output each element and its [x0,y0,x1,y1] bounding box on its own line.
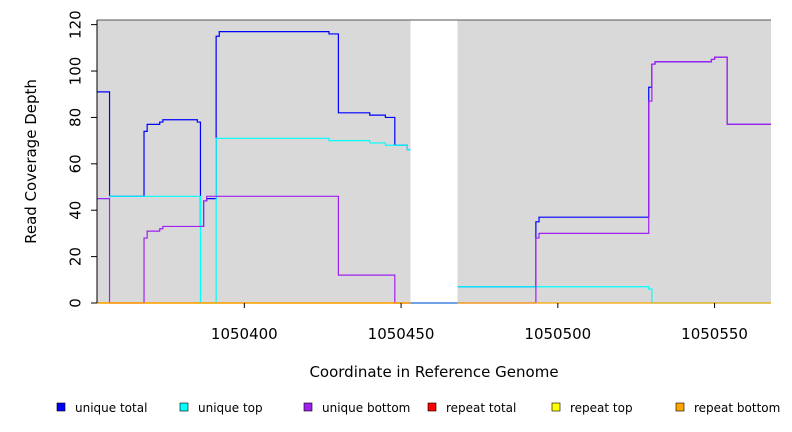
x-tick-label: 1050550 [681,325,748,343]
series-line-unique-bottom [457,56,771,304]
legend-label: repeat bottom [694,401,780,415]
legend: unique total unique top unique bottom repea… [56,401,780,415]
y-tick-label: 60 [66,154,84,173]
legend-label: unique bottom [322,401,410,415]
series-line-unique-bottom [97,195,411,304]
y-tick-label: 20 [66,247,84,266]
plot-background-panel [97,20,411,303]
legend-swatch [303,402,313,412]
legend-swatch [179,402,189,412]
legend-swatch [56,402,66,412]
legend-label: unique top [198,401,263,415]
y-tick-label: 80 [66,108,84,127]
x-tick-label: 1050500 [524,325,591,343]
series-line-unique-top [97,137,411,304]
x-axis-title: Coordinate in Reference Genome [309,363,558,381]
plot-background-panel [457,20,771,303]
series-layer [97,31,771,304]
legend-swatch [427,402,437,412]
x-tick-label: 1050400 [211,325,278,343]
legend-label: unique total [75,401,147,415]
legend-label: repeat total [446,401,516,415]
y-tick-label: 100 [66,57,84,86]
legend-swatch [675,402,685,412]
y-tick-label: 120 [66,10,84,39]
legend-swatch [551,402,561,412]
axes-layer: 0 20 40 60 80 100 120 1050400 1050450 1050500 1050… [66,10,748,343]
x-tick-label: 1050450 [368,325,435,343]
plot-panel [97,19,771,303]
y-tick-label: 40 [66,201,84,220]
y-axis-title: Read Coverage Depth [22,79,40,244]
legend-label: repeat top [570,401,633,415]
y-tick-label: 0 [66,298,84,308]
